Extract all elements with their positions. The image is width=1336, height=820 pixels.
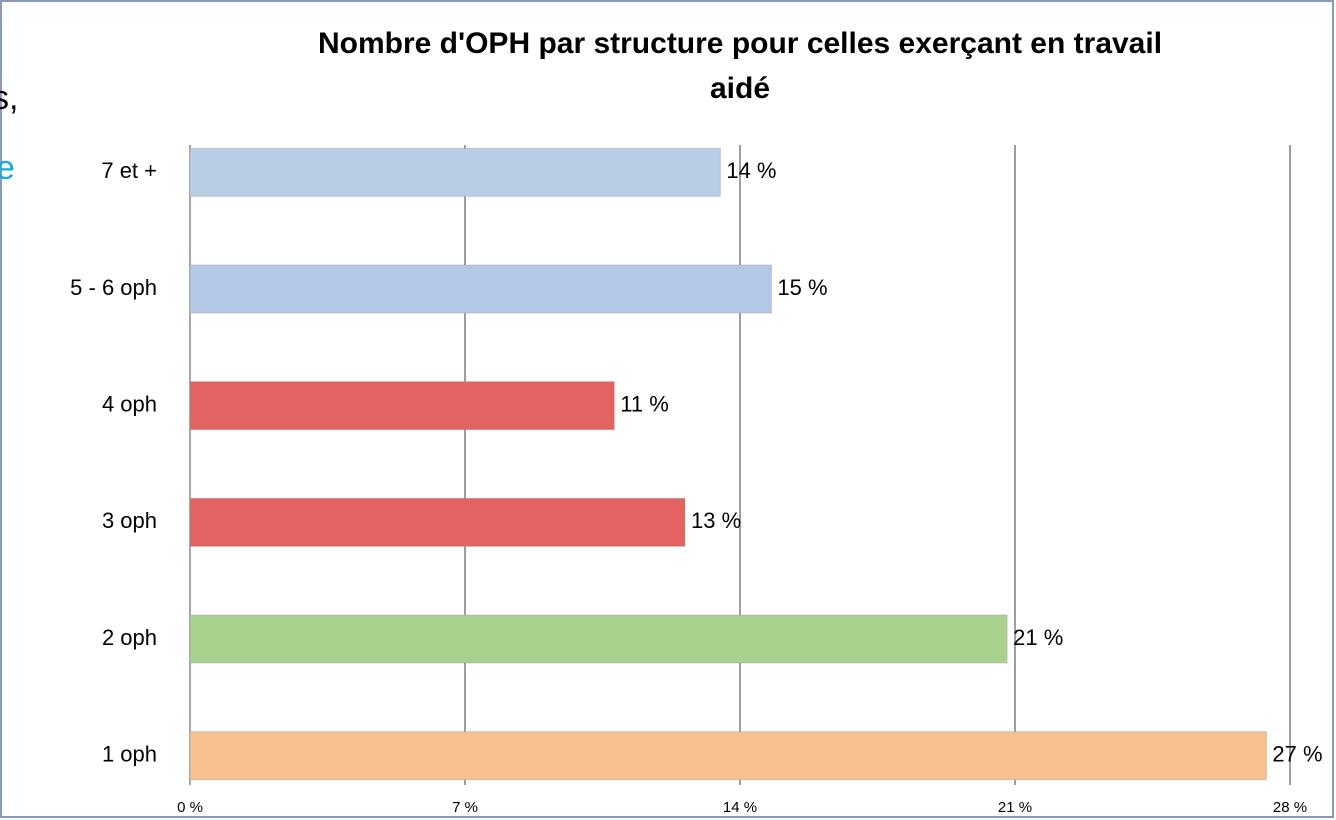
bar bbox=[189, 614, 1008, 664]
bar bbox=[189, 731, 1267, 781]
value-label: 13 % bbox=[691, 508, 741, 533]
x-tick-label: 21 % bbox=[998, 799, 1032, 816]
value-label: 21 % bbox=[1013, 625, 1063, 650]
y-tick-label: 3 oph bbox=[102, 508, 157, 533]
x-tick-label: 7 % bbox=[452, 799, 478, 816]
y-tick-label: 4 oph bbox=[102, 391, 157, 416]
y-tick-label: 1 oph bbox=[102, 741, 157, 766]
bar bbox=[189, 147, 721, 197]
value-label: 15 % bbox=[777, 275, 827, 300]
x-tick-label: 0 % bbox=[177, 799, 203, 816]
value-label: 14 % bbox=[726, 158, 776, 183]
bar bbox=[189, 381, 615, 431]
value-label: 27 % bbox=[1272, 741, 1322, 766]
x-tick-label: 14 % bbox=[723, 799, 757, 816]
slide-fragment: e bbox=[0, 149, 15, 187]
y-tick-label: 7 et + bbox=[101, 158, 157, 183]
y-tick-label: 2 oph bbox=[102, 625, 157, 650]
x-tick-label: 28 % bbox=[1273, 799, 1307, 816]
y-tick-label: 5 - 6 oph bbox=[70, 275, 157, 300]
value-label: 11 % bbox=[620, 391, 669, 416]
slide-fragment: s, bbox=[0, 79, 18, 117]
chart-title: Nombre d'OPH par structure pour celles e… bbox=[318, 27, 1162, 105]
bar bbox=[189, 264, 772, 314]
bar bbox=[189, 497, 686, 547]
